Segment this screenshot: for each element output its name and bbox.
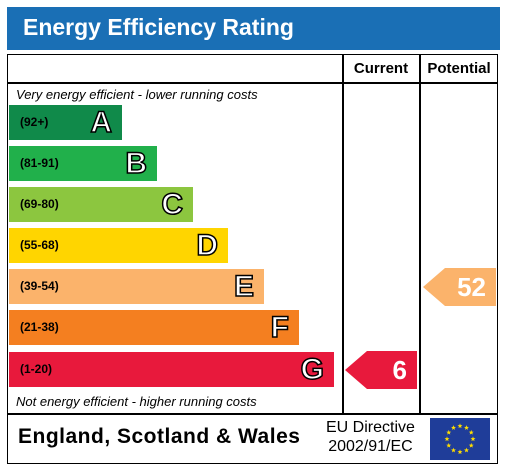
band-letter-label: B [125, 146, 148, 181]
band-range-label: (92+) [20, 115, 49, 129]
eu-star-icon [451, 447, 456, 453]
potential-rating-arrow: 52 [423, 267, 496, 306]
band-g: (1-20) G [9, 352, 334, 387]
eu-star-icon [468, 429, 474, 435]
band-letter-label: C [161, 187, 184, 222]
eu-star-icon [451, 425, 456, 430]
column-header-current: Current [353, 60, 409, 77]
footer-directive: EU Directive 2002/91/EC [326, 418, 415, 456]
band-range-label: (81-91) [20, 156, 59, 170]
eu-flag-icon [430, 418, 490, 460]
eu-star-icon [446, 442, 452, 448]
eu-star-icon [464, 447, 469, 453]
header-bar: Energy Efficiency Rating [7, 7, 500, 50]
band-letter-label: F [270, 310, 290, 345]
band-range-label: (39-54) [20, 279, 59, 293]
band-a: (92+) A [9, 105, 122, 140]
eu-star-icon [446, 429, 452, 435]
band-letter-label: D [196, 228, 219, 263]
column-divider-current [342, 54, 344, 414]
band-f: (21-38) F [9, 310, 299, 345]
band-e: (39-54) E [9, 269, 264, 304]
current-rating-arrow: 6 [345, 350, 417, 389]
note-inefficient: Not energy efficient - higher running co… [16, 394, 257, 409]
column-divider-potential [419, 54, 421, 414]
eu-star-icon [468, 442, 474, 448]
eu-star-icon [444, 436, 450, 442]
eu-star-icon [470, 436, 476, 442]
footer-row-divider [7, 413, 498, 415]
rating-frame [7, 54, 498, 464]
directive-line-2: 2002/91/EC [328, 438, 413, 455]
band-letter-label: E [233, 269, 255, 304]
eu-star-icon [464, 425, 469, 430]
band-range-label: (55-68) [20, 238, 59, 252]
eu-star-icon [457, 449, 463, 455]
band-c: (69-80) C [9, 187, 193, 222]
eu-star-icon [457, 423, 463, 429]
band-b: (81-91) B [9, 146, 157, 181]
directive-line-1: EU Directive [326, 419, 415, 436]
page-title: Energy Efficiency Rating [23, 14, 294, 40]
footer-country: England, Scotland & Wales [18, 425, 301, 448]
band-range-label: (1-20) [20, 362, 53, 376]
band-d: (55-68) D [9, 228, 228, 263]
band-range-label: (21-38) [20, 320, 59, 334]
band-range-label: (69-80) [20, 197, 59, 211]
band-letter-label: G [300, 352, 325, 387]
potential-rating-arrow-value: 52 [457, 271, 486, 302]
current-rating-arrow-value: 6 [392, 354, 407, 385]
header-row-divider [7, 82, 498, 84]
note-efficient: Very energy efficient - lower running co… [16, 87, 258, 102]
column-header-potential: Potential [427, 60, 491, 77]
band-letter-label: A [90, 105, 113, 140]
